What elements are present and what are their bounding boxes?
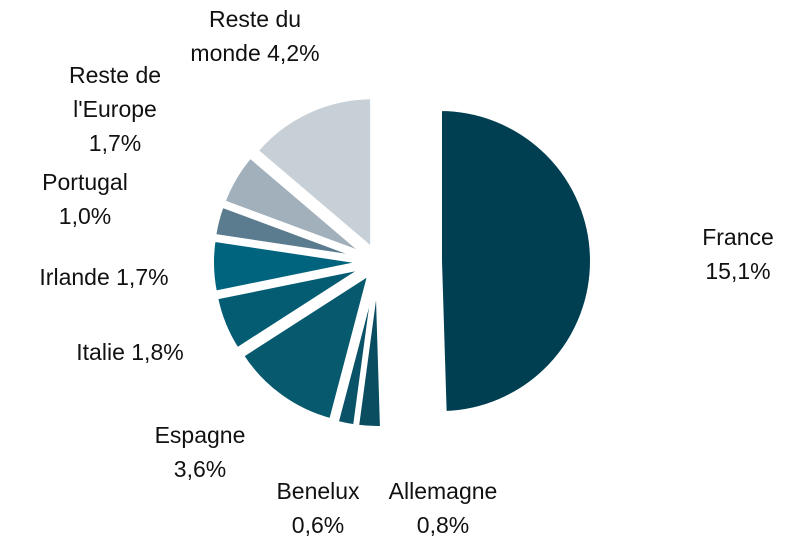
value-label: 3,6% [173,456,227,482]
slice-label: Benelux 0,6% [273,474,363,542]
pie-slice [239,268,374,423]
value-label: 1,7% [116,264,169,290]
value-label: 1,7% [88,130,142,156]
pie-slice [253,95,375,254]
pie-slice [211,203,366,261]
slice-label: Italie 1,8% [30,335,230,369]
category-label: Allemagne [388,478,498,504]
value-label: 15,1% [705,258,771,284]
value-label: 0,6% [291,512,345,538]
category-label: Irlande [39,264,110,290]
value-label: 1,8% [131,339,184,365]
slice-label: Reste du monde 4,2% [185,2,325,70]
slice-label: France 15,1% [688,220,788,288]
slice-label: Reste de l'Europe 1,7% [63,58,168,160]
slice-label: Irlande 1,7% [4,260,204,294]
slice-label: Portugal 1,0% [35,165,135,233]
pie-slice [210,237,365,296]
category-label: Benelux [276,478,360,504]
slice-label: Espagne 3,6% [150,418,250,486]
category-label: Italie [76,339,125,365]
slice-label: Allemagne 0,8% [378,474,508,542]
category-label: Espagne [154,422,246,448]
value-label: 4,2% [267,40,320,66]
value-label: 0,8% [416,512,470,538]
pie-slice [334,275,378,429]
category-label: Portugal [42,169,128,195]
category-label: France [702,224,774,250]
pie-slice [213,265,367,353]
pie-slice [354,275,385,430]
pie-slice [220,153,368,257]
pie-slice [437,107,594,416]
value-label: 1,0% [58,203,112,229]
category-label: Reste de l'Europe [68,62,162,122]
category-label: Reste du monde [190,6,302,66]
